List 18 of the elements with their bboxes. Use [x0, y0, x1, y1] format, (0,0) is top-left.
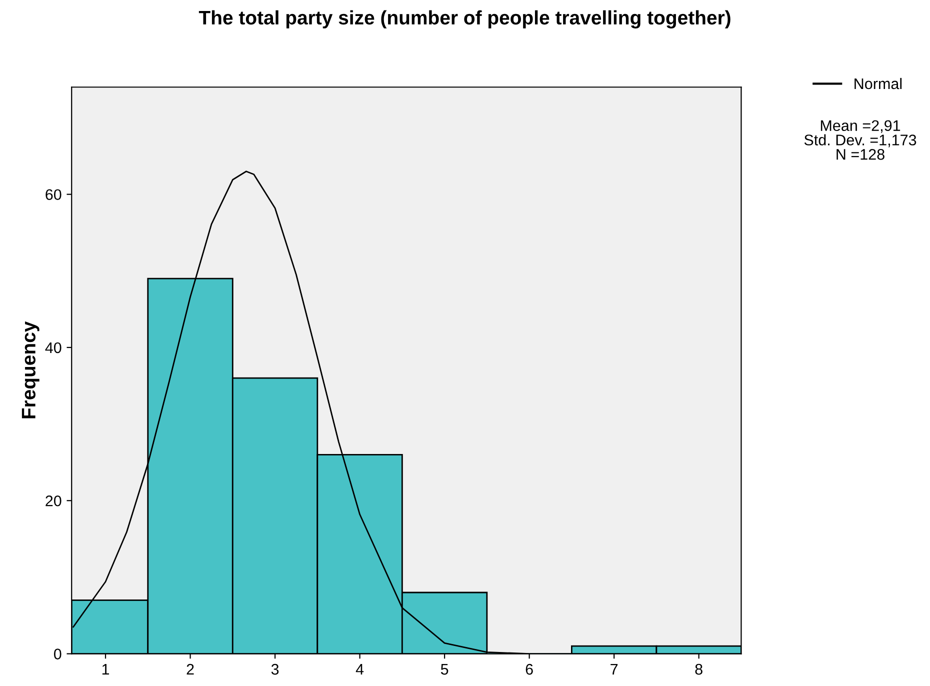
y-tick-label: 0 [54, 648, 62, 660]
text: Std. Dev. =1,173 [804, 134, 916, 148]
x-tick-label: 3 [271, 664, 279, 675]
text: Mean =2,91 [820, 120, 900, 133]
chart-title: The total party size (number of people travelling together) [198, 10, 730, 28]
y-tick-label: 60 [46, 189, 62, 200]
legend-label: Normal [854, 78, 902, 90]
y-tick-label: 20 [46, 495, 62, 506]
y-axis-title: Frequency [22, 321, 40, 418]
text: N =128 [836, 149, 884, 160]
x-tick-label: 6 [526, 664, 533, 675]
x-tick-label: 4 [356, 664, 364, 675]
x-tick-label: 5 [440, 664, 448, 675]
x-tick-label: 7 [610, 664, 618, 675]
x-tick-label: 8 [695, 664, 702, 675]
y-tick-label: 40 [45, 342, 62, 354]
x-tick-label: 2 [186, 664, 194, 675]
x-tick-label: 1 [102, 664, 110, 675]
